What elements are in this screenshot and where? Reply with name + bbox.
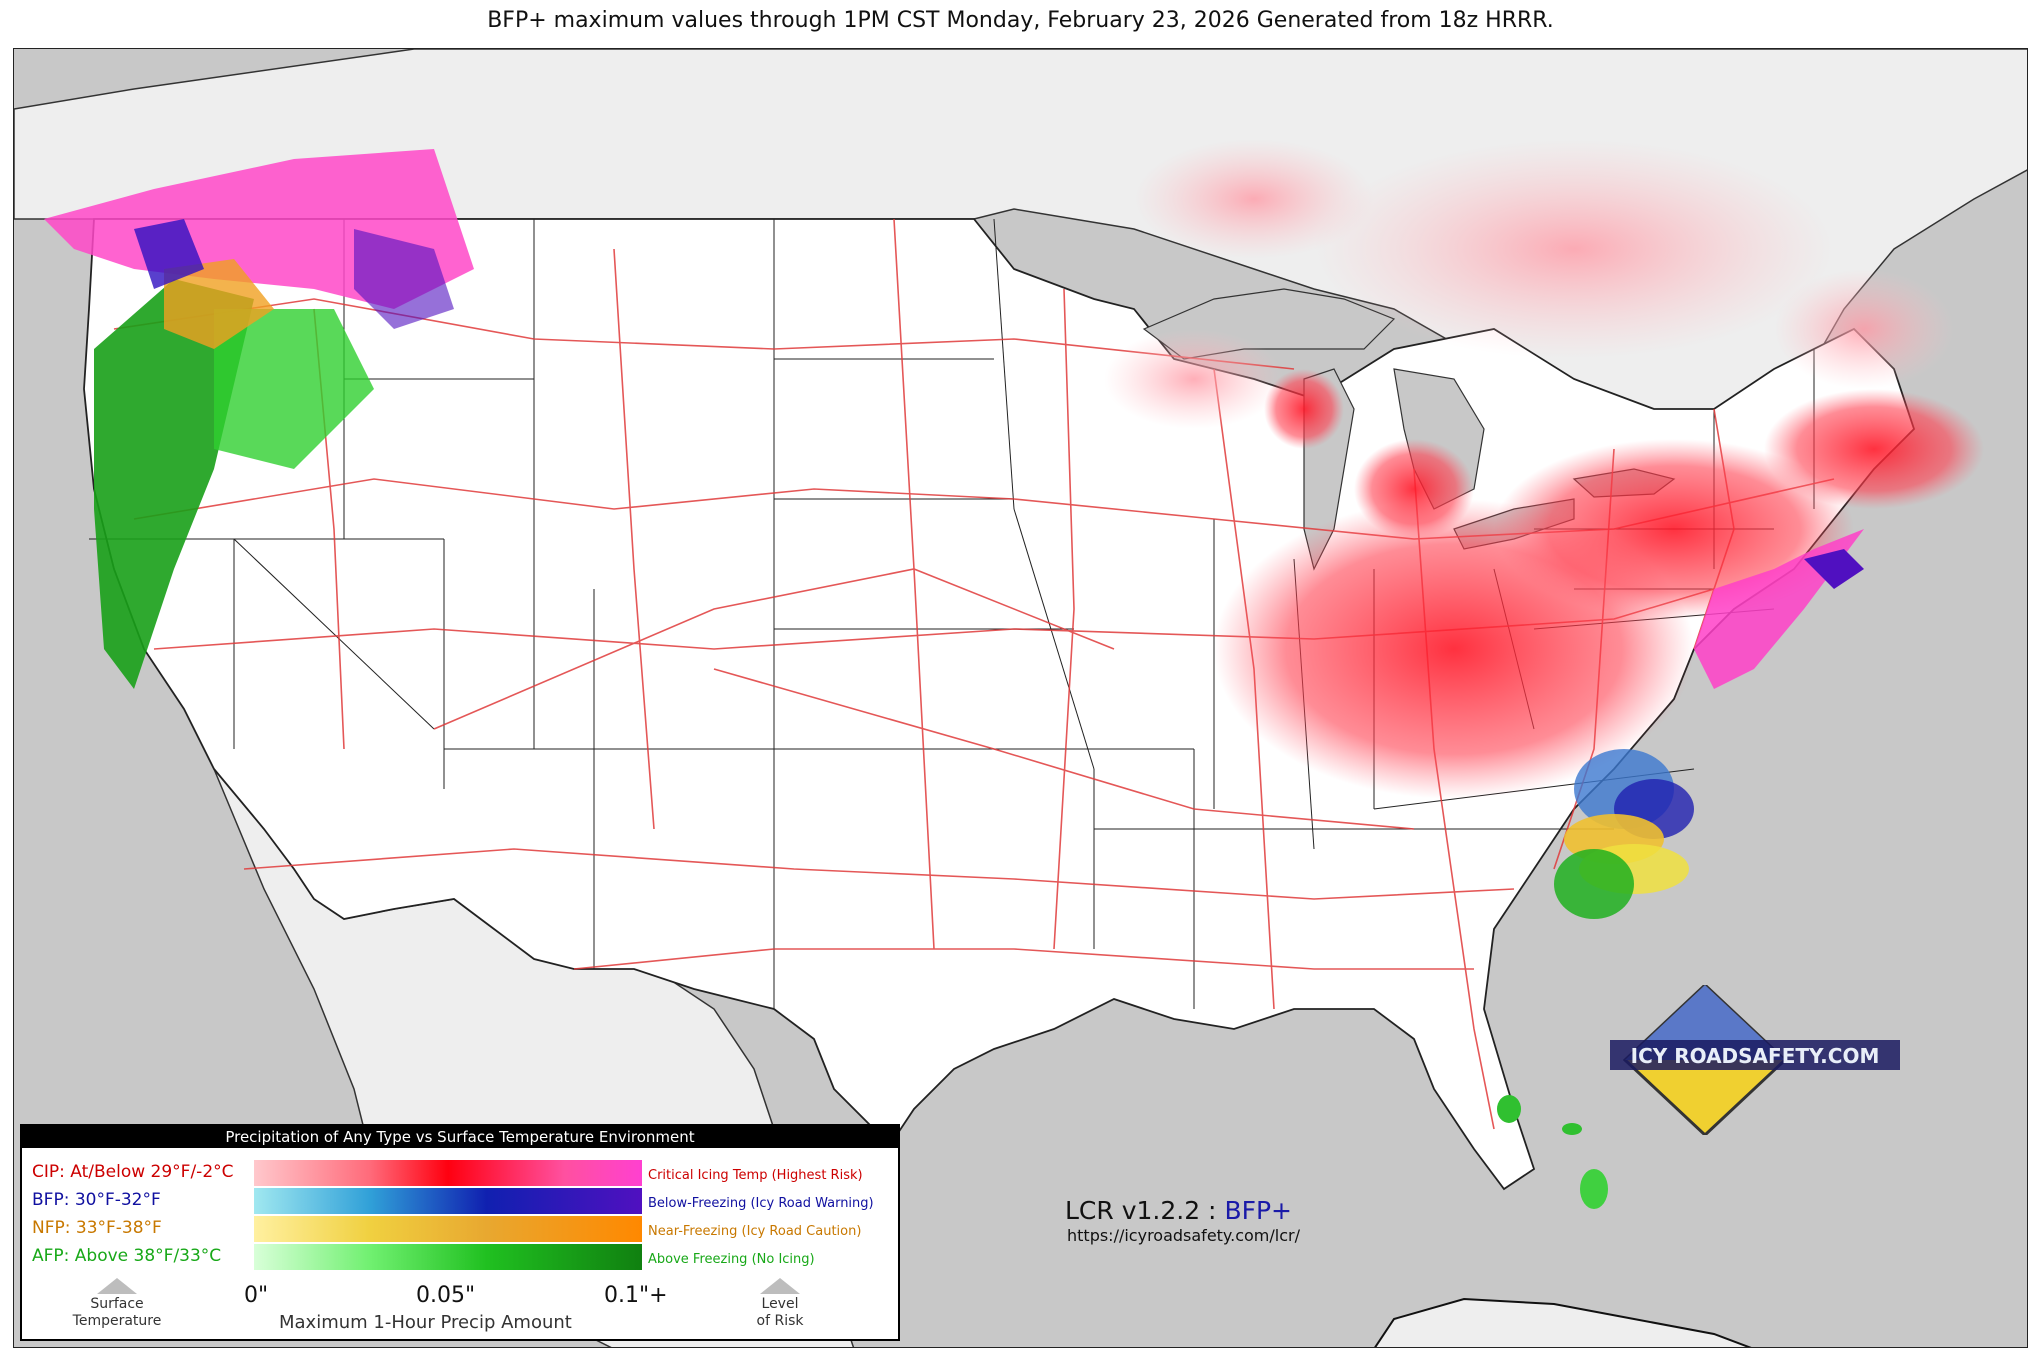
precip-northeast-cip xyxy=(1214,369,1984,799)
legend-left-label: Surface Temperature xyxy=(50,1296,184,1330)
version-label: LCR v1.2.2 : BFP+ xyxy=(1065,1196,1292,1225)
legend-label-nfp: NFP: 33°F-38°F xyxy=(32,1218,162,1238)
legend-desc-nfp: Near-Freezing (Icy Road Caution) xyxy=(648,1224,862,1239)
legend-desc-cip: Critical Icing Temp (Highest Risk) xyxy=(648,1168,863,1183)
svg-text:ICY ROADSAFETY.COM: ICY ROADSAFETY.COM xyxy=(1631,1044,1880,1068)
legend-label-bfp: BFP: 30°F-32°F xyxy=(32,1190,161,1210)
legend-bar-nfp xyxy=(254,1216,642,1242)
legend-left-label-line2: Temperature xyxy=(72,1313,162,1329)
legend-desc-bfp: Below-Freezing (Icy Road Warning) xyxy=(648,1196,874,1211)
legend-label-cip: CIP: At/Below 29°F/-2°C xyxy=(32,1162,234,1182)
cuba-land xyxy=(1374,1297,1752,1347)
legend-tick-max: 0.1"+ xyxy=(604,1283,668,1308)
icyroadsafety-logo: ICY ROADSAFETY.COM xyxy=(1605,982,1905,1138)
arrow-up-icon xyxy=(760,1278,800,1294)
legend-tick-0: 0" xyxy=(244,1283,269,1308)
precip-florida xyxy=(1497,1095,1608,1209)
legend-right-label: Level of Risk xyxy=(730,1296,830,1330)
legend-right-label-line1: Level xyxy=(761,1296,799,1312)
legend-desc-afp: Above Freezing (No Icing) xyxy=(648,1252,815,1267)
legend-header: Precipitation of Any Type vs Surface Tem… xyxy=(22,1126,898,1148)
legend-bar-bfp xyxy=(254,1188,642,1214)
precip-northeast-coast xyxy=(1694,529,1864,689)
legend-left-label-line1: Surface xyxy=(90,1296,144,1312)
arrow-up-icon xyxy=(97,1278,137,1294)
source-url[interactable]: https://icyroadsafety.com/lcr/ xyxy=(1067,1226,1300,1245)
legend-label-afp: AFP: Above 38°F/33°C xyxy=(32,1246,222,1266)
precip-canada-pink xyxy=(1104,139,1954,429)
version-text: LCR v1.2.2 : xyxy=(1065,1196,1225,1225)
legend-tick-mid: 0.05" xyxy=(416,1283,476,1308)
legend-right-label-line2: of Risk xyxy=(756,1313,804,1329)
legend-panel: Precipitation of Any Type vs Surface Tem… xyxy=(20,1124,900,1341)
map-title: BFP+ maximum values through 1PM CST Mond… xyxy=(487,8,1554,33)
legend-axis-title: Maximum 1-Hour Precip Amount xyxy=(279,1312,572,1333)
precip-midatlantic xyxy=(1554,749,1694,919)
legend-bar-afp xyxy=(254,1244,642,1270)
precip-pacific-nw xyxy=(44,149,474,689)
legend-bar-cip xyxy=(254,1160,642,1186)
product-name: BFP+ xyxy=(1224,1196,1292,1225)
